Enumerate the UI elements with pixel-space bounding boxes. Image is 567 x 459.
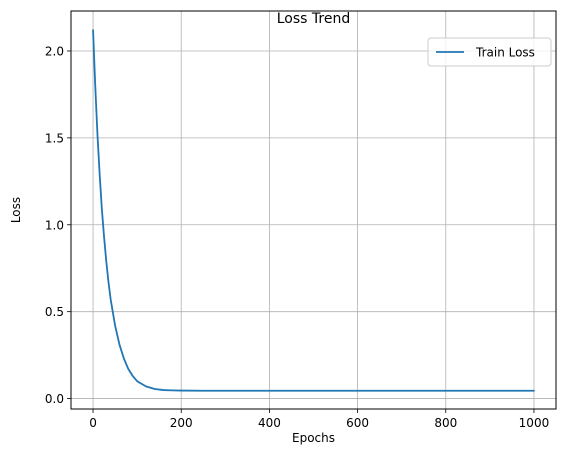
x-axis-ticks: 0 200 400 600 800 1000 (89, 409, 549, 430)
x-tick-label: 600 (346, 416, 369, 430)
x-tick-label: 400 (258, 416, 281, 430)
y-tick-label: 1.5 (45, 131, 64, 145)
x-tick-label: 0 (89, 416, 97, 430)
plot-frame (70, 10, 557, 410)
x-tick-label: 1000 (519, 416, 550, 430)
x-tick-label: 200 (170, 416, 193, 430)
legend-label-train-loss: Train Loss (475, 46, 535, 60)
legend-box (427, 37, 552, 67)
y-tick-label: 2.0 (45, 44, 64, 58)
series-layer (92, 29, 535, 392)
y-tick-label: 1.0 (45, 218, 64, 232)
legend: Train Loss (427, 37, 552, 67)
y-tick-label: 0.0 (45, 392, 64, 406)
series-line-train-loss (92, 29, 535, 392)
y-axis-label: Loss (9, 197, 23, 223)
chart-title: Loss Trend (277, 11, 350, 27)
grid-lines (71, 11, 556, 409)
y-tick-label: 0.5 (45, 305, 64, 319)
x-tick-label: 800 (434, 416, 457, 430)
x-axis-label: Epochs (292, 431, 335, 445)
y-axis-ticks: 0.0 0.5 1.0 1.5 2.0 (45, 44, 71, 406)
